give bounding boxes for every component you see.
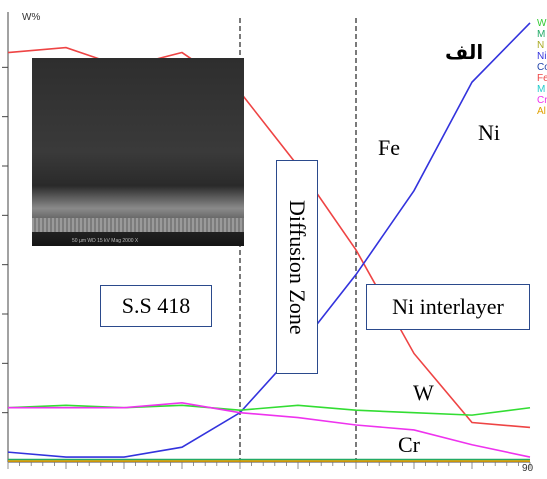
region-diffusion-zone-text: Diffusion Zone — [285, 199, 310, 335]
region-ni-interlayer: Ni interlayer — [366, 284, 530, 330]
legend-entry: Cr — [537, 95, 547, 106]
series-label-ni: Ni — [478, 120, 500, 145]
series-label-cr: Cr — [398, 432, 420, 457]
legend-entry: M — [537, 84, 546, 95]
series-line-cr — [8, 401, 531, 458]
sem-micrograph: 50 µm WD 15 kV Mag 2000 X — [32, 58, 244, 246]
series-line-w — [7, 404, 531, 416]
legend-entry: Fe — [537, 73, 547, 84]
series-line-fe — [7, 46, 531, 429]
x-tick-end: 90 — [522, 463, 534, 474]
sem-caption: 50 µm WD 15 kV Mag 2000 X — [72, 238, 139, 244]
legend-entry: Ni — [537, 51, 547, 62]
sem-interlayer-band — [32, 218, 244, 232]
legend-entry: Co — [537, 62, 547, 73]
legend-entry: Al — [537, 106, 546, 117]
panel-label: الف — [445, 40, 484, 64]
legend-entry: M — [537, 29, 546, 40]
y-axis-label: W% — [22, 12, 41, 23]
series-line-ni — [7, 22, 531, 458]
region-diffusion-zone: Diffusion Zone — [276, 160, 318, 374]
series-label-fe: Fe — [378, 135, 400, 160]
legend-entry: N — [537, 40, 545, 51]
series-label-w: W — [413, 380, 434, 405]
region-ss418: S.S 418 — [100, 285, 212, 327]
legend-entry: W — [537, 18, 547, 29]
